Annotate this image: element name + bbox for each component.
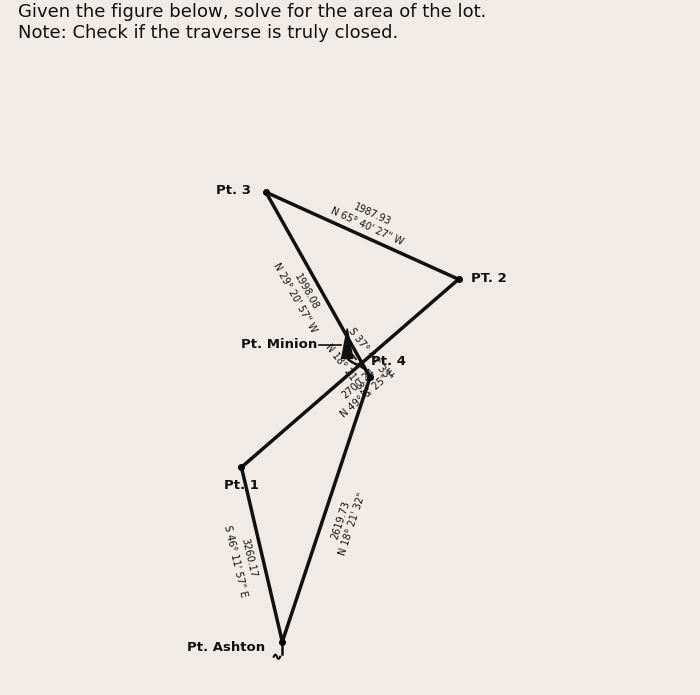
Text: Note: Check if the traverse is truly closed.: Note: Check if the traverse is truly clo… — [18, 24, 398, 42]
Text: Pt. 3: Pt. 3 — [216, 183, 251, 197]
Text: 3260.17
S 46° 11' 57" E: 3260.17 S 46° 11' 57" E — [223, 521, 262, 598]
Text: Pt. Ashton: Pt. Ashton — [187, 641, 265, 653]
Text: S 37° 44' 33": S 37° 44' 33" — [346, 326, 393, 383]
Text: Pt. 1: Pt. 1 — [224, 479, 259, 492]
Text: 1987.93
N 65° 40' 27" W: 1987.93 N 65° 40' 27" W — [329, 193, 410, 247]
Text: N 18° 21' 32": N 18° 21' 32" — [323, 342, 372, 400]
Text: 2619.73
N 18° 21' 32": 2619.73 N 18° 21' 32" — [326, 487, 368, 557]
Text: Pt. Minion: Pt. Minion — [241, 338, 318, 351]
Text: Pt. 4: Pt. 4 — [371, 355, 406, 368]
Polygon shape — [342, 329, 353, 359]
Text: 2700.24
N 49° 6' 25" E: 2700.24 N 49° 6' 25" E — [330, 357, 397, 420]
Text: 1998.08
N 29° 20' 57" W: 1998.08 N 29° 20' 57" W — [271, 255, 330, 334]
Text: PT. 2: PT. 2 — [471, 272, 507, 285]
Text: Given the figure below, solve for the area of the lot.: Given the figure below, solve for the ar… — [18, 3, 486, 22]
